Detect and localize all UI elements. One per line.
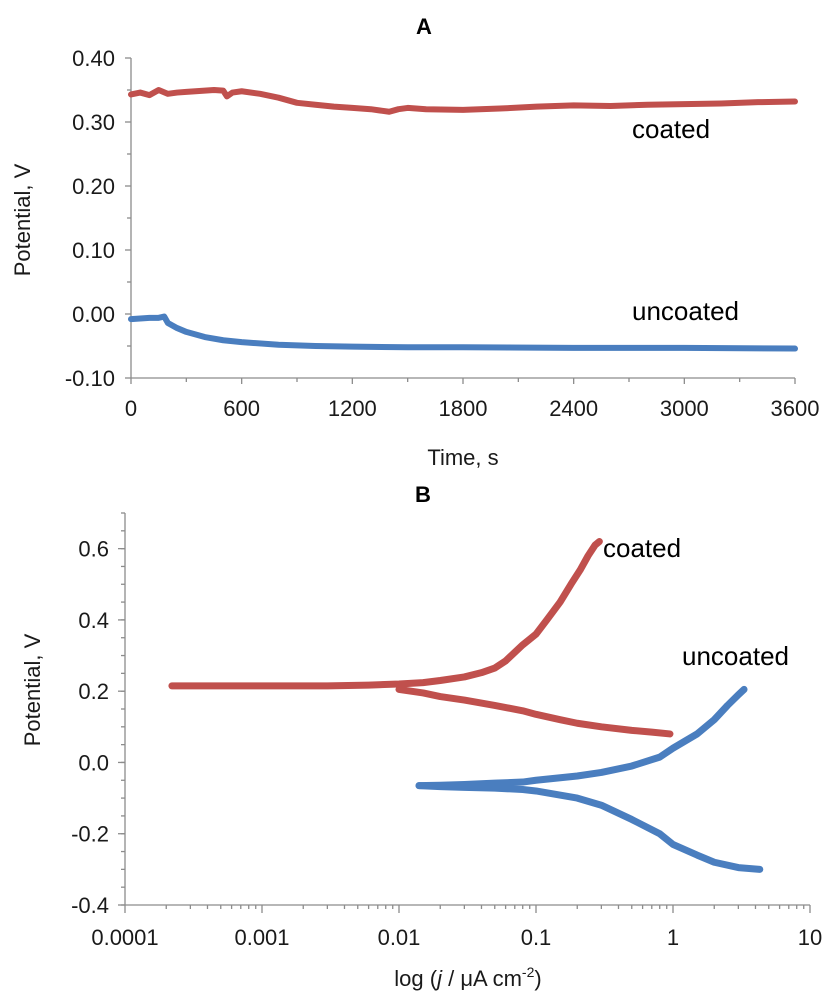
panel-b-y-tick-label: 0.4: [78, 608, 109, 633]
panel-a-x-tick-label: 600: [223, 396, 260, 421]
panel-a-series: [128, 87, 798, 352]
panel-a-y-tick-label: 0.40: [72, 46, 115, 71]
panel-a-axes: -0.10 0.00 0.10 0.20 0.30 0.40 0 600 1200 1800 240…: [65, 46, 820, 421]
panel-a-x-tick-label: 1800: [439, 396, 488, 421]
panel-b-coated-label: coated: [603, 533, 681, 563]
panel-b-x-axis-title: log (j / μA cm-2): [394, 964, 541, 991]
panel-a-y-tick-label: -0.10: [65, 366, 115, 391]
panel-b-series-uncoated-branch-1: [415, 685, 748, 790]
panel-a-y-axis-title: Potential, V: [10, 163, 35, 276]
panel-a-y-tick-label: 0.00: [72, 302, 115, 327]
panel-b-y-tick-label: -0.4: [71, 893, 109, 918]
panel-b-x-tick-label: 1: [667, 925, 679, 950]
panel-a: A Potential, V Time, s -0.10 0.00 0.10 0.20…: [10, 14, 819, 470]
panel-b-series-uncoated-branch-2: [415, 782, 764, 873]
panel-a-x-tick-label: 3000: [660, 396, 709, 421]
panel-b-series: [168, 538, 764, 873]
panel-a-y-tick-label: 0.20: [72, 174, 115, 199]
panel-a-x-tick-label: 1200: [328, 396, 377, 421]
panel-a-x-tick-label: 0: [125, 396, 137, 421]
panel-b-x-axis-title-part-1: log (: [394, 966, 437, 991]
panel-a-title: A: [416, 14, 432, 39]
panel-a-x-axis-title: Time, s: [427, 445, 498, 470]
panel-b-x-tick-label: 0.0001: [91, 925, 158, 950]
panel-a-y-tick-label: 0.10: [72, 238, 115, 263]
panel-b-x-axis-title-superscript: -2: [522, 964, 535, 980]
panel-b-y-tick-label: 0.0: [78, 750, 109, 775]
panel-b: B Potential, V log (j / μA cm-2) -0.4-0.…: [20, 482, 822, 991]
panel-b-x-axis-title-part-5: ): [534, 966, 541, 991]
panel-b-x-tick-label: 0.01: [378, 925, 421, 950]
panel-a-series-uncoated-line: [128, 313, 798, 352]
panel-b-y-tick-label: 0.6: [78, 537, 109, 562]
panel-a-coated-label: coated: [632, 114, 710, 144]
panel-b-axes: -0.4 -0.2 0.0 0.2 0.4 0.6 0.0001 0.001 0.01 0.1 1 1…: [71, 512, 822, 950]
panel-b-x-tick-label: 0.1: [521, 925, 552, 950]
panel-a-series-coated-line: [128, 87, 798, 115]
panel-b-series-coated-branch-1: [168, 538, 603, 690]
panel-a-x-tick-label: 2400: [549, 396, 598, 421]
panel-b-y-axis-title: Potential, V: [20, 633, 45, 746]
panel-b-title: B: [415, 482, 431, 507]
panel-a-y-tick-label: 0.30: [72, 110, 115, 135]
panel-b-x-tick-label: 10: [798, 925, 822, 950]
panel-a-uncoated-label: uncoated: [632, 296, 739, 326]
panel-b-y-tick-label: 0.2: [78, 679, 109, 704]
panel-b-uncoated-label: uncoated: [682, 641, 789, 671]
panel-a-x-tick-label: 3600: [771, 396, 820, 421]
panel-b-x-axis-title-part-3: / μA cm: [442, 966, 522, 991]
panel-b-x-axis-title-part-2: j: [434, 966, 443, 991]
panel-b-y-tick-label: -0.2: [71, 822, 109, 847]
panel-b-series-coated-branch-2: [395, 685, 674, 738]
panel-b-x-tick-label: 0.001: [234, 925, 289, 950]
